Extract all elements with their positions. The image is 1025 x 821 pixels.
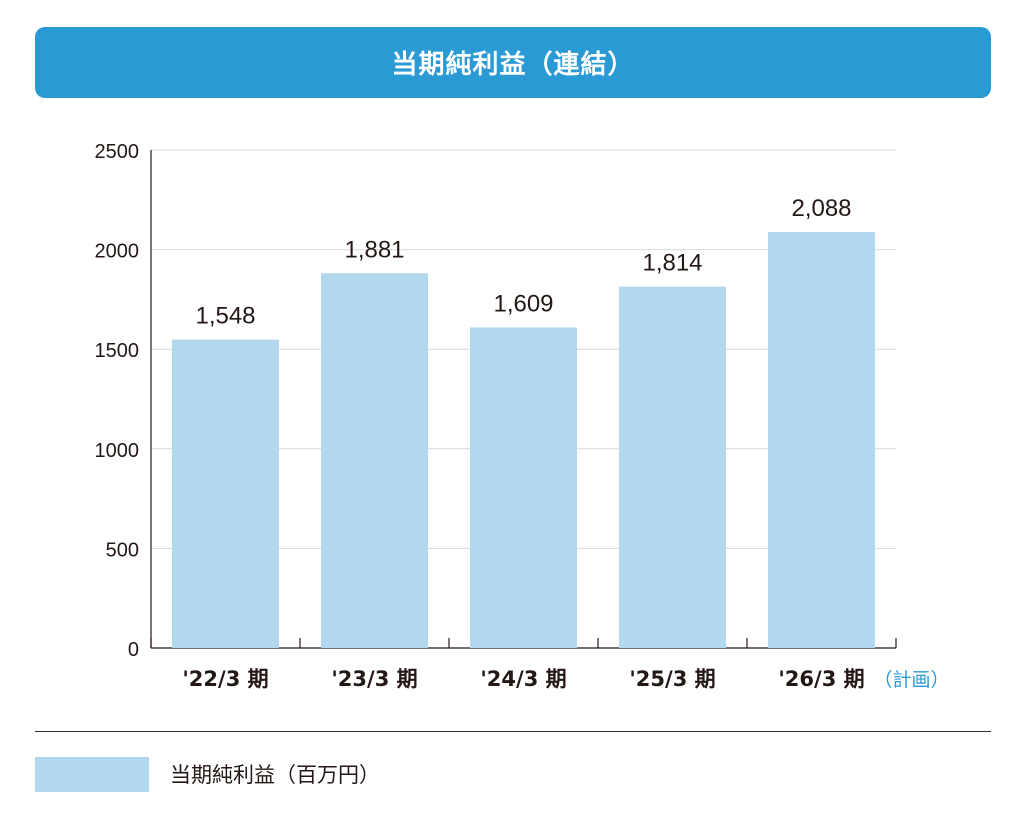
y-tick-label: 1500 xyxy=(95,340,140,362)
x-category-label: '24/3 期 xyxy=(480,667,566,691)
bar xyxy=(619,286,726,648)
legend-swatch xyxy=(35,757,149,792)
data-label: 1,881 xyxy=(344,236,404,263)
y-tick-label: 0 xyxy=(128,639,139,661)
x-category-label: '25/3 期 xyxy=(629,667,715,691)
plan-note-label: （計画） xyxy=(874,669,950,691)
legend-label: 当期純利益（百万円） xyxy=(170,763,380,787)
bar xyxy=(768,232,875,648)
y-tick-label: 2500 xyxy=(95,141,140,163)
data-label: 1,548 xyxy=(195,303,255,330)
x-category-label: '22/3 期 xyxy=(182,667,268,691)
bar xyxy=(321,273,428,648)
chart-title-bar: 当期純利益（連結） xyxy=(35,27,991,98)
bar xyxy=(172,339,279,648)
y-tick-label: 1000 xyxy=(95,440,140,462)
data-label: 1,609 xyxy=(493,290,553,317)
x-category-label: '26/3 期 xyxy=(778,667,864,691)
data-label: 1,814 xyxy=(642,250,702,277)
legend-divider xyxy=(35,731,991,732)
bar xyxy=(470,327,577,648)
y-tick-label: 2000 xyxy=(95,241,140,263)
data-label: 2,088 xyxy=(791,195,851,222)
chart-title: 当期純利益（連結） xyxy=(391,50,635,80)
x-category-label: '23/3 期 xyxy=(331,667,417,691)
y-tick-label: 500 xyxy=(106,539,139,561)
